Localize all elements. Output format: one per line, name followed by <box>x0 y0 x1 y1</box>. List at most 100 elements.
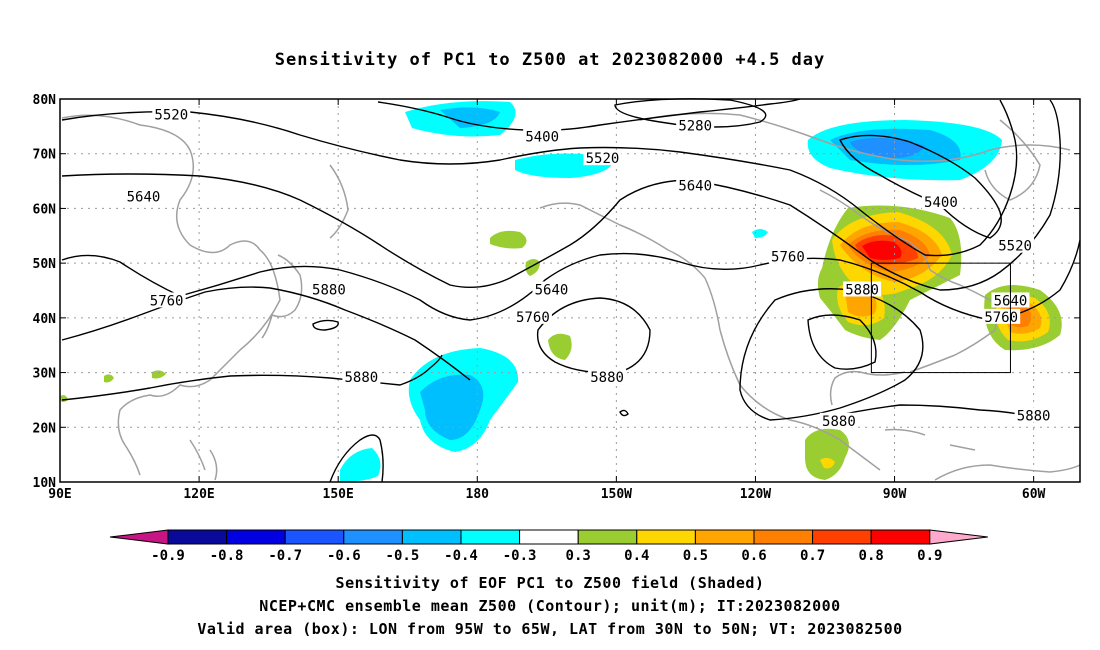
contour-label: 5880 <box>1017 408 1051 424</box>
contour-label-bg <box>342 369 381 385</box>
contour-label: 5880 <box>312 283 346 299</box>
lat-tick-label: 40N <box>33 312 57 327</box>
contour-labels: 5520 5400 5280 5520 5640 5640 5400 5520 5760 5640… <box>124 106 1053 430</box>
contour-label: 5520 <box>154 107 188 123</box>
map-axes: 90E 120E 150E 180 150W 120W 90W 60W 10N 20N 30N 40N… <box>33 93 1080 502</box>
kamchatka-coastline <box>329 164 349 239</box>
contour-label: 5760 <box>516 310 550 326</box>
colorbar: -0.9 -0.8 -0.7 -0.6 -0.5 -0.4 -0.3 0.3 0.4 0.5 0.6… <box>109 529 988 564</box>
caption-shaded: Sensitivity of EOF PC1 to Z500 field (Sh… <box>335 574 765 592</box>
contour-label: 5880 <box>590 370 624 386</box>
contour-5760 <box>61 239 1081 321</box>
contour-5880-caribbean <box>825 404 1041 421</box>
contour-5880-southwest <box>61 354 443 401</box>
lat-tick-label: 80N <box>33 93 57 108</box>
colorbar-swatch <box>577 529 638 545</box>
lon-tick-label: 120E <box>183 487 214 502</box>
contour-label: 5760 <box>771 250 805 266</box>
colorbar-label: 0.5 <box>683 548 708 564</box>
colorbar-label: -0.7 <box>268 548 302 564</box>
colorbar-swatch <box>519 529 579 545</box>
contour-label-bg <box>676 177 715 193</box>
cuba-coastline <box>884 428 976 451</box>
sensitivity-shading <box>60 101 1062 482</box>
colorbar-label: 0.3 <box>566 548 591 564</box>
colorbar-label: 0.6 <box>741 548 766 564</box>
contour-label-bg <box>676 117 715 133</box>
colorbar-swatch <box>636 529 696 545</box>
colorbar-label: 0.7 <box>800 548 825 564</box>
alaska-coastline <box>539 202 706 279</box>
contour-5520 <box>61 99 1018 257</box>
contour-label: 5760 <box>984 310 1018 326</box>
lon-tick-label: 60W <box>1022 487 1046 502</box>
contour-label-bg <box>513 308 552 324</box>
lon-tick-label: 150W <box>601 487 632 502</box>
colorbar-swatch <box>870 529 931 545</box>
contour-5880-southwest-loop <box>329 434 384 483</box>
contour-label: 5640 <box>127 189 161 205</box>
contour-label: 5400 <box>924 195 958 211</box>
colorbar-label: 0.9 <box>917 548 942 564</box>
lon-tick-label: 90W <box>883 487 907 502</box>
philippines-coastline <box>189 439 218 481</box>
lat-tick-label: 10N <box>33 476 57 491</box>
caption-contour: NCEP+CMC ensemble mean Z500 (Contour); u… <box>259 597 841 615</box>
colorbar-swatch <box>343 529 403 545</box>
lon-tick-label: 120W <box>740 487 771 502</box>
contour-label: 5520 <box>998 239 1032 255</box>
colorbar-swatch <box>401 529 462 545</box>
colorbar-swatch <box>694 529 755 545</box>
contour-label-bg <box>768 248 807 264</box>
colorbar-high-arrow <box>929 529 988 545</box>
contour-label-bg <box>532 281 571 297</box>
lat-tick-label: 50N <box>33 257 57 272</box>
colorbar-swatch <box>460 529 521 545</box>
contour-label: 5640 <box>535 283 569 299</box>
contour-label-bg <box>124 188 163 204</box>
colorbar-swatch <box>284 529 345 545</box>
contour-label: 5880 <box>345 370 379 386</box>
colorbar-swatch <box>812 529 872 545</box>
negative-sensitivity-region-canada-arctic <box>807 120 1002 181</box>
valid-area-box <box>870 262 1011 374</box>
lat-tick-label: 20N <box>33 421 57 436</box>
arctic-coastline <box>639 112 1071 162</box>
contour-5880-loop-a <box>312 319 339 331</box>
greenland-coastline <box>984 119 1041 201</box>
colorbar-swatch <box>226 529 286 545</box>
colorbar-label: 0.8 <box>859 548 884 564</box>
asia-coastline <box>61 114 281 476</box>
positive-sensitivity-region-north-america <box>817 205 962 340</box>
contour-label-bg <box>523 128 562 144</box>
contour-5880-north-america <box>739 288 924 421</box>
gulf-coastline <box>829 370 906 406</box>
contour-label-bg <box>1014 407 1053 423</box>
colorbar-label: -0.9 <box>151 548 185 564</box>
lon-tick-label: 150E <box>323 487 354 502</box>
contour-label-bg <box>583 150 622 166</box>
lat-tick-label: 70N <box>33 148 57 163</box>
contour-label-bg <box>152 106 191 122</box>
colorbar-label: -0.3 <box>503 548 537 564</box>
contour-5880-loop-d <box>807 314 877 370</box>
contour-label-bg <box>819 412 858 428</box>
colorbar-label: -0.5 <box>386 548 420 564</box>
contour-5640 <box>61 99 1061 291</box>
contour-label: 5880 <box>845 283 879 299</box>
colorbar-label: -0.6 <box>327 548 361 564</box>
contour-label-bg <box>147 292 186 308</box>
negative-sensitivity-region-subtropical-pacific <box>340 448 381 482</box>
contour-label: 5640 <box>678 179 712 195</box>
lon-tick-label: 180 <box>466 487 490 502</box>
contour-label-bg <box>921 193 960 209</box>
colorbar-swatch <box>167 529 228 545</box>
south-america-coastline <box>934 464 1081 481</box>
caption-valid-area: Valid area (box): LON from 95W to 65W, L… <box>197 620 903 638</box>
contour-label-bg <box>588 369 627 385</box>
north-america-coastline <box>704 277 881 471</box>
contour-label-bg <box>996 237 1035 253</box>
map-title: Sensitivity of PC1 to Z500 at 2023082000… <box>274 50 826 70</box>
contour-label-bg <box>309 281 348 297</box>
